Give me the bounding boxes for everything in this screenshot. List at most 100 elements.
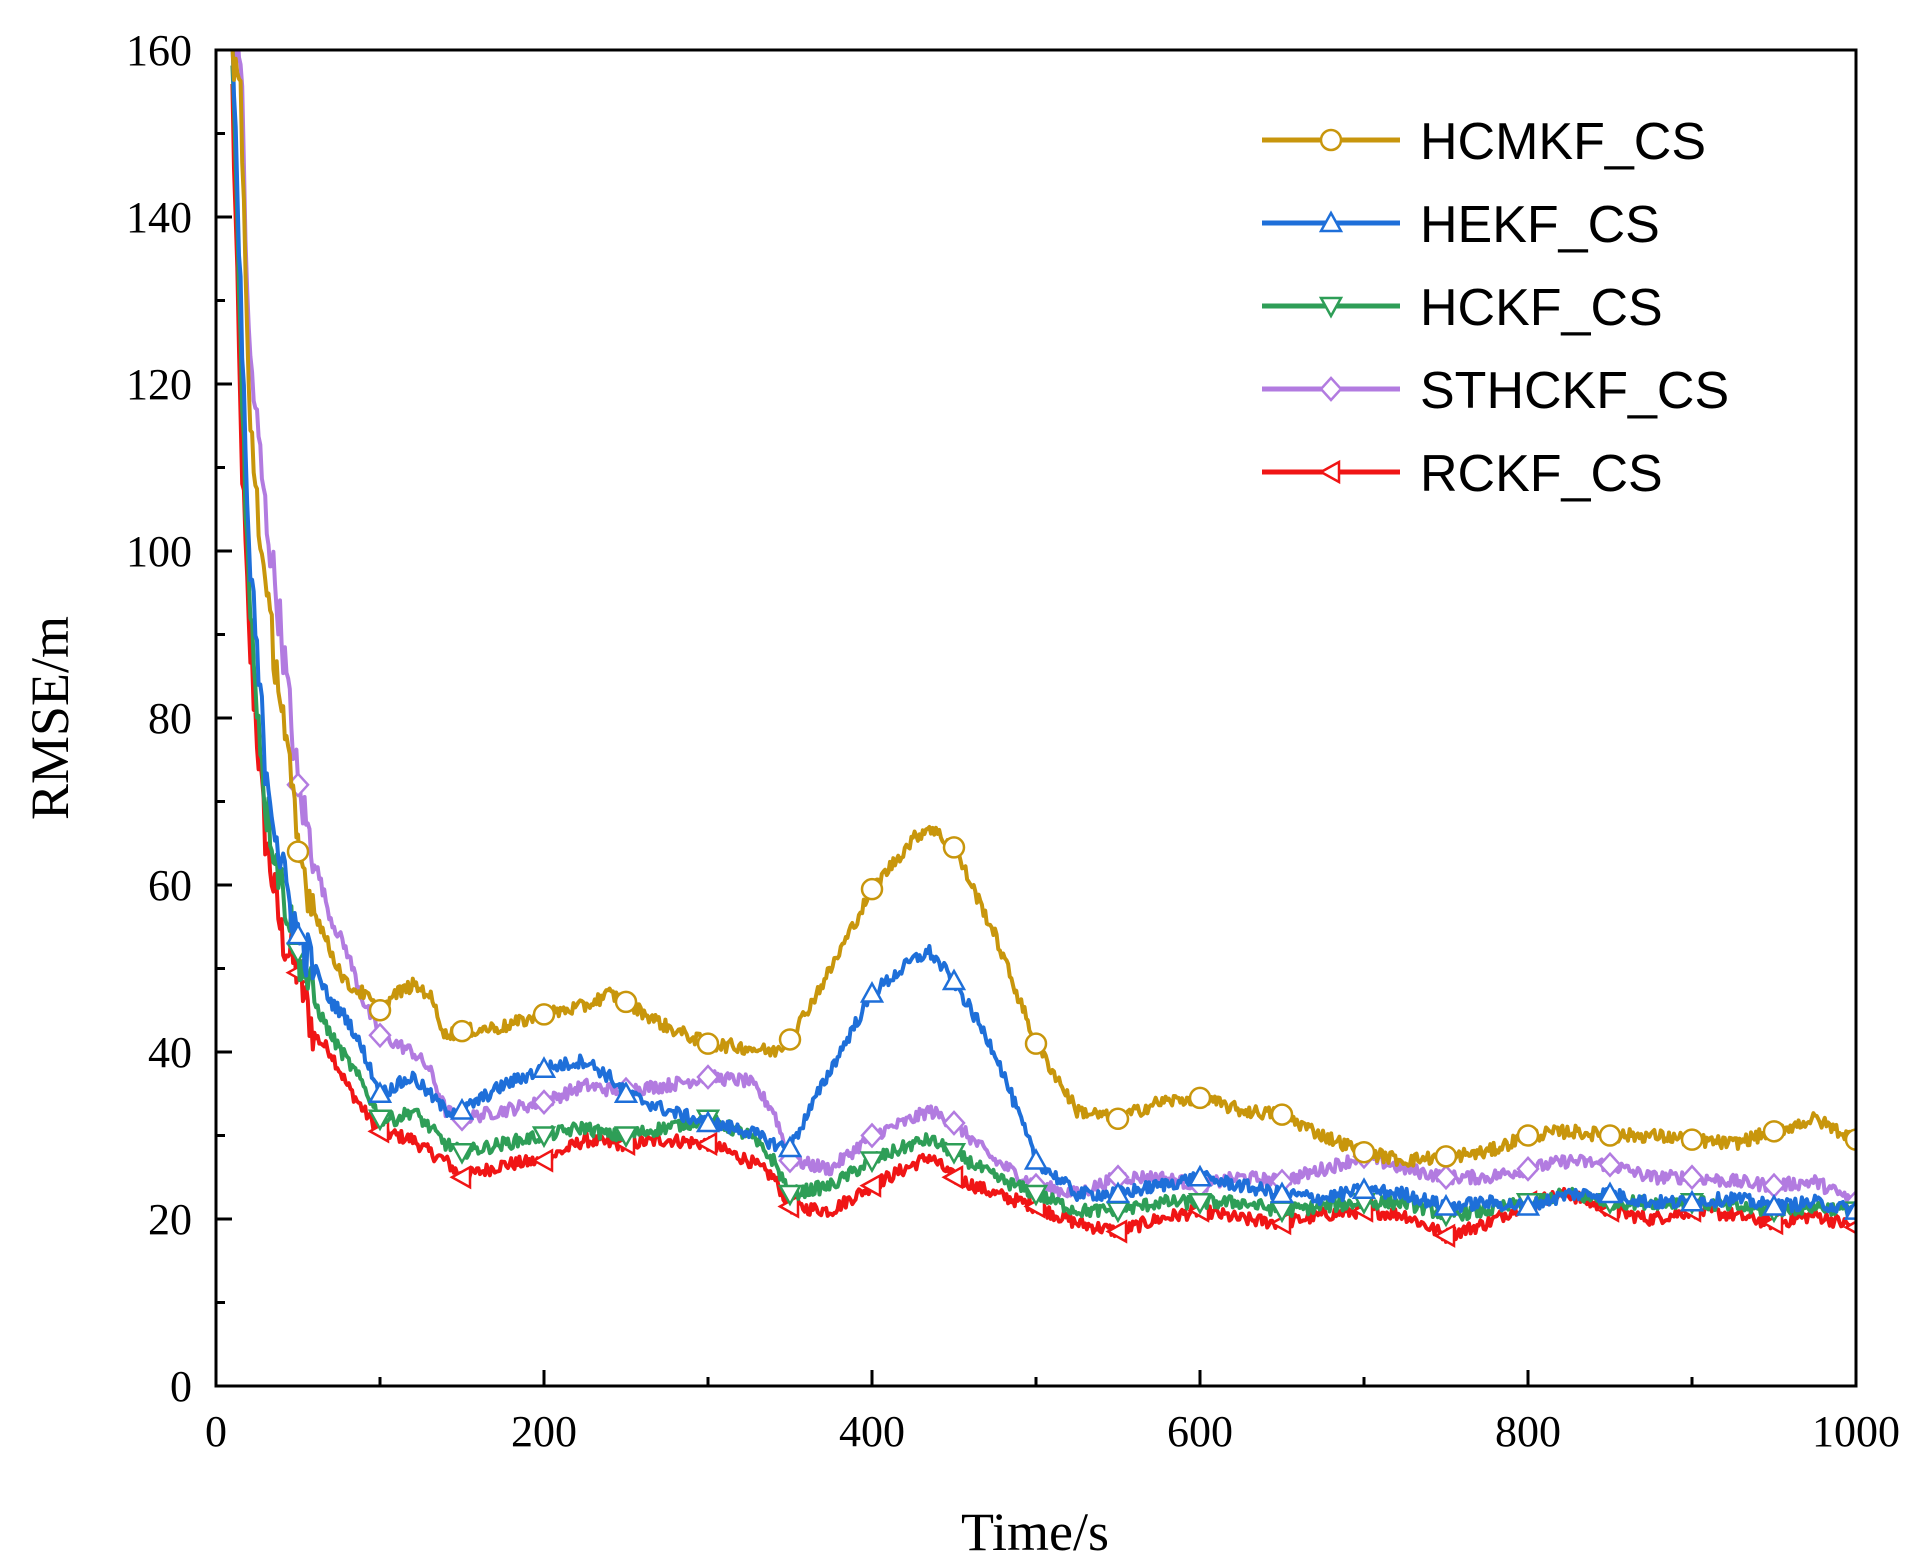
legend-item-hekf-cs: HEKF_CS — [1262, 196, 1660, 254]
data-point-hekf-cs — [1761, 1193, 1787, 1216]
data-point-hcmkf-cs — [1680, 1128, 1704, 1151]
legend-marker — [1318, 210, 1344, 233]
x-tick-label: 800 — [1495, 1407, 1561, 1456]
y-tick-label: 100 — [126, 527, 192, 576]
legend-label: RCKF_CS — [1420, 445, 1663, 503]
data-point-hekf-cs — [1843, 1198, 1856, 1220]
data-point-hekf-cs — [1351, 1177, 1377, 1200]
data-point-hekf-cs — [1679, 1189, 1705, 1212]
data-point-hekf-cs — [1597, 1181, 1623, 1204]
x-axis-title: Time/s — [961, 1502, 1109, 1562]
x-tick-label: 0 — [205, 1407, 227, 1456]
series-hcmkf-cs — [230, 50, 1856, 1168]
data-point-sthckf-cs — [532, 1089, 556, 1115]
data-point-hekf-cs — [1433, 1193, 1459, 1216]
data-point-hckf-cs — [449, 1142, 475, 1165]
data-point-rckf-cs — [1105, 1219, 1128, 1244]
data-point-hckf-cs — [859, 1151, 885, 1174]
legend-item-hcmkf-cs: HCMKF_CS — [1262, 113, 1706, 171]
y-tick-label: 20 — [148, 1195, 192, 1244]
data-point-hekf-cs — [1515, 1193, 1541, 1216]
data-point-hcmkf-cs — [1762, 1120, 1786, 1143]
data-point-sthckf-cs — [368, 1022, 392, 1049]
data-point-hekf-cs — [859, 980, 885, 1003]
legend-label: STHCKF_CS — [1420, 362, 1729, 420]
x-tick-label: 200 — [511, 1407, 577, 1456]
data-point-hcmkf-cs — [450, 1019, 474, 1043]
data-point-rckf-cs — [449, 1165, 472, 1190]
legend-item-sthckf-cs: STHCKF_CS — [1262, 362, 1729, 420]
data-point-hcmkf-cs — [1598, 1124, 1622, 1147]
y-tick-label: 40 — [148, 1028, 192, 1077]
legend-marker — [1318, 459, 1341, 485]
data-point-sthckf-cs — [860, 1122, 884, 1149]
data-point-rckf-cs — [531, 1148, 554, 1173]
data-point-hekf-cs — [449, 1097, 475, 1120]
data-point-rckf-cs — [695, 1131, 718, 1156]
data-point-hcmkf-cs — [696, 1032, 720, 1055]
data-point-hcmkf-cs — [1352, 1140, 1376, 1164]
y-axis-title: RMSE/m — [20, 616, 80, 820]
data-point-hckf-cs — [941, 1142, 967, 1165]
legend-marker — [1318, 296, 1344, 319]
legend-label: HEKF_CS — [1420, 196, 1660, 254]
data-point-sthckf-cs — [1516, 1156, 1540, 1182]
data-point-hekf-cs — [1187, 1164, 1213, 1187]
legend-item-hckf-cs: HCKF_CS — [1262, 279, 1663, 337]
y-tick-label: 60 — [148, 861, 192, 910]
data-point-hcmkf-cs — [778, 1028, 802, 1051]
data-point-rckf-cs — [941, 1165, 964, 1190]
legend-label: HCMKF_CS — [1420, 113, 1706, 171]
data-point-hckf-cs — [1187, 1193, 1213, 1215]
data-point-sthckf-cs — [1434, 1164, 1458, 1191]
data-point-hcmkf-cs — [1188, 1086, 1212, 1110]
data-point-hekf-cs — [777, 1135, 803, 1158]
data-point-hekf-cs — [695, 1110, 721, 1133]
data-point-hekf-cs — [285, 922, 311, 945]
data-point-hcmkf-cs — [1024, 1032, 1048, 1055]
y-tick-label: 160 — [126, 26, 192, 75]
x-tick-label: 400 — [839, 1407, 905, 1456]
data-point-sthckf-cs — [696, 1064, 720, 1090]
data-point-hekf-cs — [531, 1056, 557, 1078]
data-point-hekf-cs — [1023, 1147, 1049, 1170]
data-point-hcmkf-cs — [1844, 1128, 1856, 1151]
y-tick-label: 0 — [170, 1362, 192, 1411]
data-point-hckf-cs — [777, 1184, 803, 1207]
data-point-hckf-cs — [531, 1126, 557, 1149]
legend-label: HCKF_CS — [1420, 279, 1663, 337]
legend-item-rckf-cs: RCKF_CS — [1262, 445, 1663, 503]
data-point-hcmkf-cs — [614, 990, 638, 1014]
data-point-hcmkf-cs — [368, 999, 392, 1022]
data-point-rckf-cs — [859, 1173, 882, 1198]
data-point-hekf-cs — [613, 1081, 639, 1103]
data-point-sthckf-cs — [1680, 1164, 1704, 1191]
data-point-rckf-cs — [1433, 1223, 1456, 1248]
y-tick-label: 120 — [126, 360, 192, 409]
y-tick-label: 80 — [148, 694, 192, 743]
data-point-hckf-cs — [367, 1109, 393, 1132]
data-point-hcmkf-cs — [1516, 1124, 1540, 1147]
data-point-hckf-cs — [1023, 1184, 1049, 1207]
data-point-hcmkf-cs — [942, 836, 966, 859]
data-point-hcmkf-cs — [1434, 1145, 1458, 1168]
data-point-hcmkf-cs — [1106, 1107, 1130, 1131]
data-point-hcmkf-cs — [532, 1003, 556, 1026]
data-point-hekf-cs — [941, 968, 967, 991]
legend: HCMKF_CS HEKF_CS HCKF_CS STHCKF_CS RCKF_CS — [1262, 113, 1729, 503]
data-point-hekf-cs — [1105, 1181, 1131, 1204]
y-tick-label: 140 — [126, 193, 192, 242]
x-tick-label: 1000 — [1812, 1407, 1900, 1456]
data-point-sthckf-cs — [1762, 1172, 1786, 1199]
data-point-sthckf-cs — [1598, 1151, 1622, 1178]
data-point-hcmkf-cs — [286, 840, 310, 863]
data-point-hcmkf-cs — [860, 877, 884, 901]
data-point-hckf-cs — [613, 1126, 639, 1149]
axes-layer: 0 200 400 600 800 1000 0 20 40 60 80 100 120 140 160 — [126, 26, 1900, 1456]
data-point-sthckf-cs — [942, 1110, 966, 1136]
series-layer — [230, 50, 1856, 1248]
x-tick-label: 600 — [1167, 1407, 1233, 1456]
data-point-hcmkf-cs — [1270, 1103, 1294, 1126]
series-hekf-cs — [230, 50, 1856, 1220]
